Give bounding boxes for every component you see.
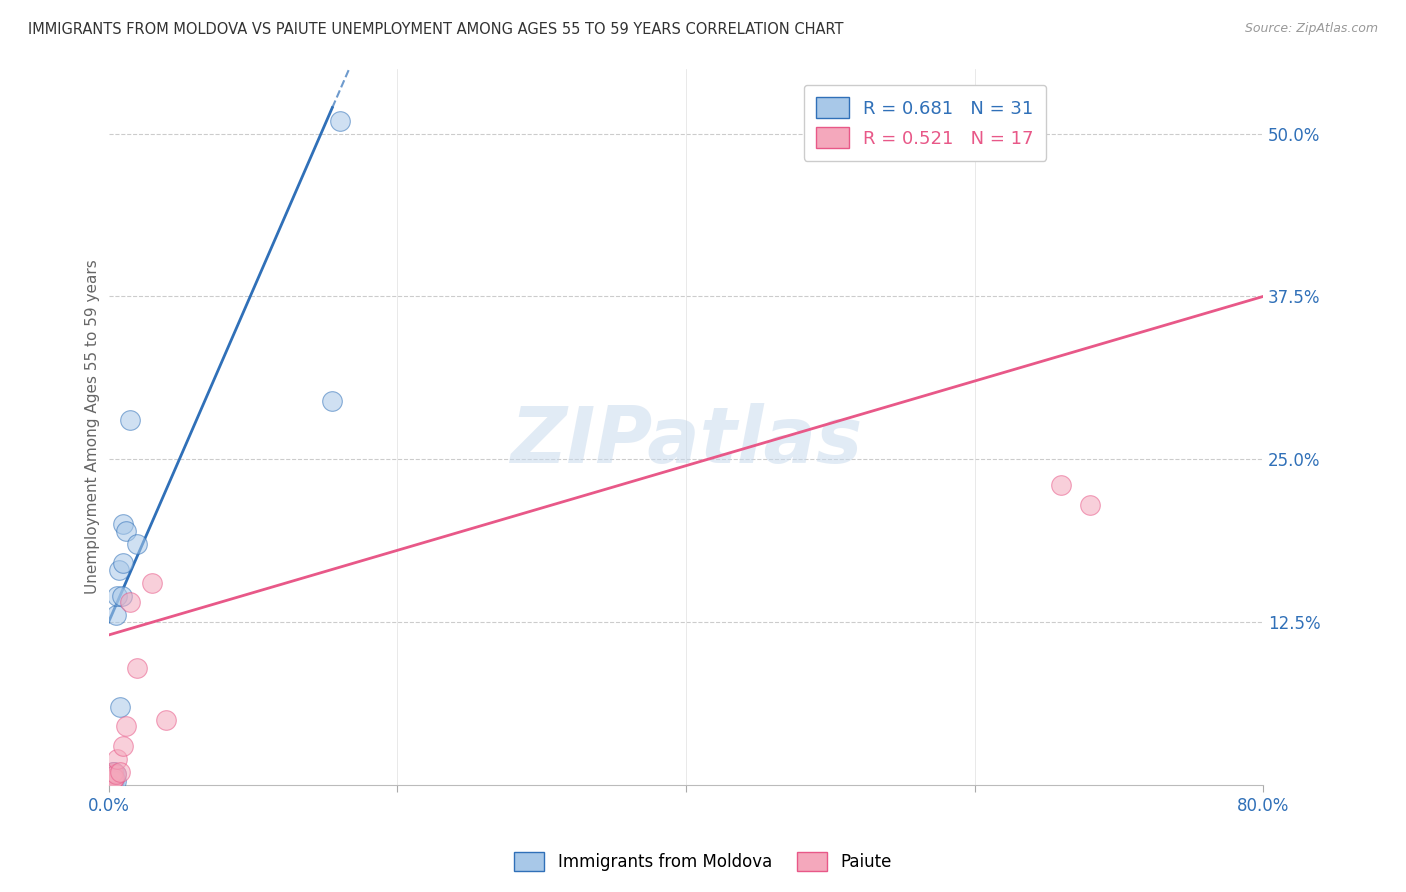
Point [101,773,124,788]
Point [103,771,125,785]
Point [101,764,124,779]
Point [329,113,352,128]
Point [108,764,131,779]
Point [101,769,124,783]
Point [100,772,122,787]
Point [101,771,124,785]
Text: IMMIGRANTS FROM MOLDOVA VS PAIUTE UNEMPLOYMENT AMONG AGES 55 TO 59 YEARS CORRELA: IMMIGRANTS FROM MOLDOVA VS PAIUTE UNEMPL… [28,22,844,37]
Point [101,764,124,779]
Point [115,524,138,538]
Point [1050,478,1073,492]
Point [98,778,121,792]
Point [115,719,138,733]
Point [103,773,125,788]
Point [98,773,121,788]
Point [100,767,122,781]
Point [120,413,142,427]
Point [141,575,163,590]
Point [100,767,122,781]
Point [105,589,128,603]
Point [104,767,127,781]
Point [98,778,121,792]
Point [98,778,121,792]
Point [112,517,135,532]
Point [100,771,122,785]
Point [98,775,121,789]
Point [155,713,177,727]
Point [112,739,135,753]
Legend: Immigrants from Moldova, Paiute: Immigrants from Moldova, Paiute [506,843,900,880]
Point [103,764,125,779]
Point [100,773,122,788]
Point [105,752,128,766]
Point [108,699,131,714]
Point [98,778,121,792]
Point [127,660,149,674]
Point [100,778,122,792]
Text: ZIPatlas: ZIPatlas [510,403,862,479]
Text: Source: ZipAtlas.com: Source: ZipAtlas.com [1244,22,1378,36]
Point [103,770,125,784]
Point [107,563,129,577]
Point [120,595,142,609]
Point [101,772,124,787]
Point [321,393,343,408]
Point [104,767,127,781]
Point [100,775,122,789]
Legend: R = 0.681   N = 31, R = 0.521   N = 17: R = 0.681 N = 31, R = 0.521 N = 17 [804,85,1046,161]
Point [111,589,134,603]
Y-axis label: Unemployment Among Ages 55 to 59 years: Unemployment Among Ages 55 to 59 years [86,260,100,594]
Point [104,773,127,788]
Point [104,608,127,623]
Point [112,557,135,571]
Point [1078,498,1101,512]
Point [127,537,149,551]
